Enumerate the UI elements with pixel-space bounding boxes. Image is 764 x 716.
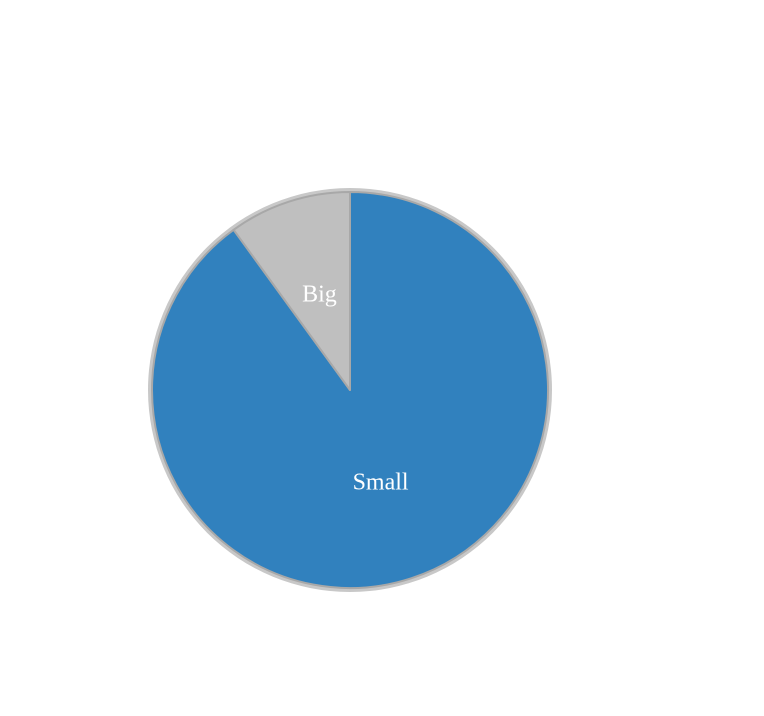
- labels: Small Big: [302, 281, 409, 495]
- pie-slice: [232, 191, 351, 391]
- slices: [151, 191, 549, 589]
- slice-label: Big: [302, 281, 337, 307]
- slice-label: Small: [353, 470, 409, 496]
